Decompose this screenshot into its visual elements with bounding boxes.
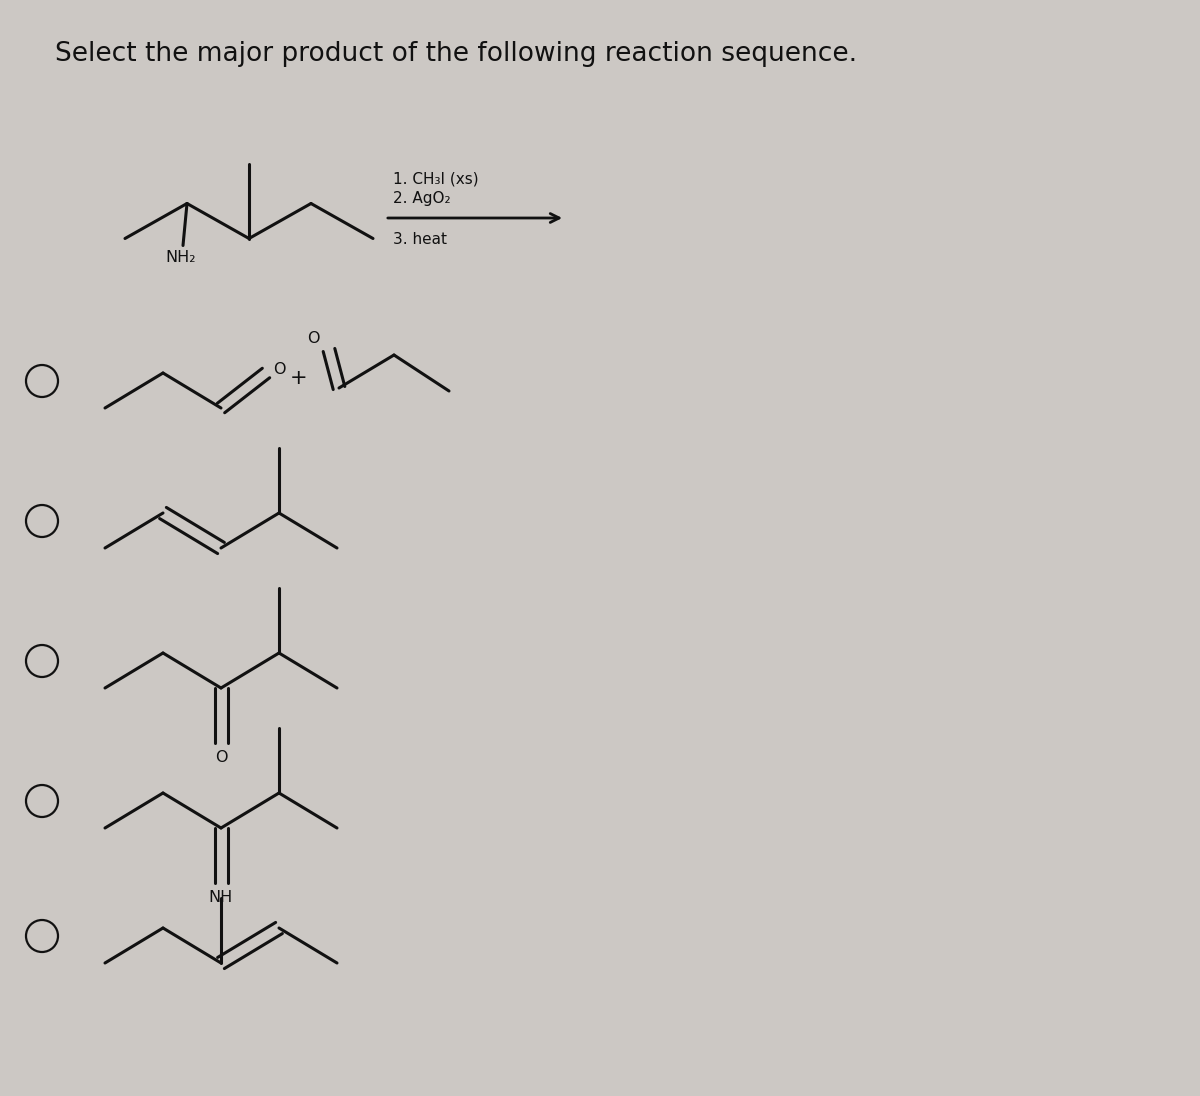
Text: O: O bbox=[215, 750, 227, 765]
Text: O: O bbox=[274, 363, 286, 377]
Text: Select the major product of the following reaction sequence.: Select the major product of the followin… bbox=[55, 41, 857, 67]
Text: O: O bbox=[307, 331, 320, 346]
Text: NH: NH bbox=[209, 890, 233, 905]
Text: 1. CH₃I (xs)
2. AgO₂: 1. CH₃I (xs) 2. AgO₂ bbox=[394, 171, 479, 206]
Text: +: + bbox=[290, 368, 308, 388]
Text: NH₂: NH₂ bbox=[166, 251, 197, 265]
Text: 3. heat: 3. heat bbox=[394, 232, 446, 247]
